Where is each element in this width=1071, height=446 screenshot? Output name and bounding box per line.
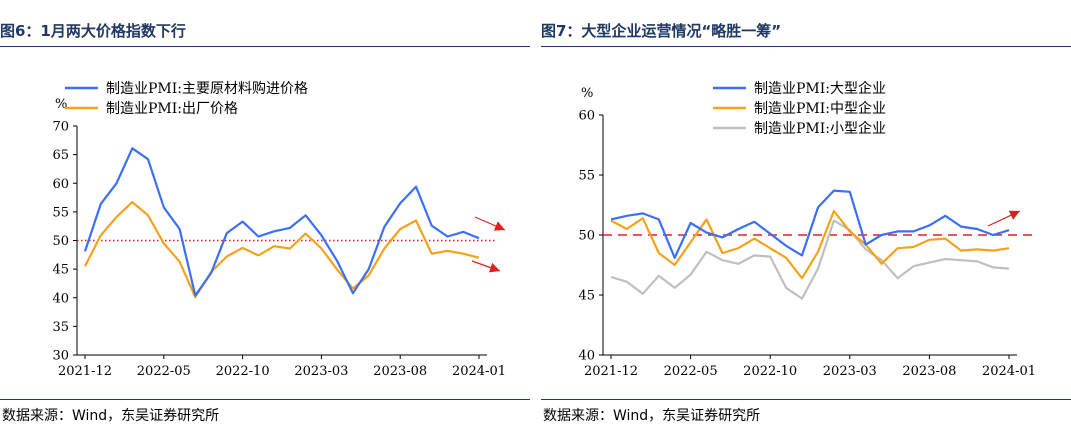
legend-label: 制造业PMI:出厂价格 [106,101,238,117]
series-line [84,201,480,299]
x-tick-label: 2024-01 [982,364,1036,379]
x-tick-label: 2022-05 [137,364,191,379]
y-tick-label: 40 [52,291,69,306]
pmi-price-chart: % 30 35 40 45 50 55 60 65 70 2021-12 2022-05 2022-10… [52,81,506,379]
source-note: 数据来源：Wind，东吴证券研究所 [2,408,220,424]
x-tick-label: 2021-12 [584,364,638,379]
legend-label: 制造业PMI:中型企业 [754,100,886,117]
series-line [610,219,1010,300]
legend-label: 制造业PMI:大型企业 [754,80,886,97]
title-divider [0,46,530,47]
y-tick-label: 40 [578,349,595,364]
chart-panel-right: 图7：大型企业运营情况“略胜一筹” % 40 45 50 55 60 2021-12 2022… [541,0,1071,446]
x-tick-label: 2022-10 [743,364,797,379]
y-tick-label: 45 [578,289,595,304]
y-tick-label: 30 [52,349,69,364]
series-line [610,189,1010,259]
y-tick-label: 60 [52,177,69,192]
y-unit-label: % [581,86,593,101]
series-line [610,209,1010,280]
chart-title: 图7：大型企业运营情况“略胜一筹” [541,22,782,40]
chart-title: 图6：1月两大价格指数下行 [0,22,186,40]
y-tick-label: 45 [52,263,69,278]
source-note: 数据来源：Wind，东吴证券研究所 [543,408,761,424]
x-tick-label: 2023-03 [823,364,877,379]
y-tick-label: 60 [578,109,595,124]
y-tick-label: 70 [52,120,69,135]
y-tick-label: 65 [52,148,69,163]
legend-label: 制造业PMI:小型企业 [754,120,886,137]
y-tick-label: 55 [52,205,69,220]
legend-label: 制造业PMI:主要原材料购进价格 [106,81,308,97]
footer-divider [541,399,1071,400]
footer-divider [0,399,530,400]
x-tick-label: 2023-08 [902,364,956,379]
y-tick-label: 50 [52,234,69,249]
y-tick-label: 50 [578,229,595,244]
x-tick-label: 2023-08 [373,364,427,379]
x-tick-label: 2024-01 [452,364,506,379]
arrow-head [1008,210,1020,220]
pmi-enterprise-chart: % 40 45 50 55 60 2021-12 2022-05 2022-10 2023-03 2… [578,80,1036,379]
x-tick-label: 2022-05 [664,364,718,379]
chart-panel-left: 图6：1月两大价格指数下行 % 30 35 40 45 50 55 60 65 70 2021-12… [0,0,530,446]
arrow-head [488,262,500,273]
y-unit-label: % [55,97,67,112]
series-line [83,147,480,297]
x-tick-label: 2021-12 [58,364,112,379]
x-tick-label: 2022-10 [216,364,270,379]
arrow-head [493,221,505,231]
y-tick-label: 35 [52,320,69,335]
x-tick-label: 2023-03 [294,364,348,379]
y-tick-label: 55 [578,169,595,184]
title-divider [541,46,1071,47]
